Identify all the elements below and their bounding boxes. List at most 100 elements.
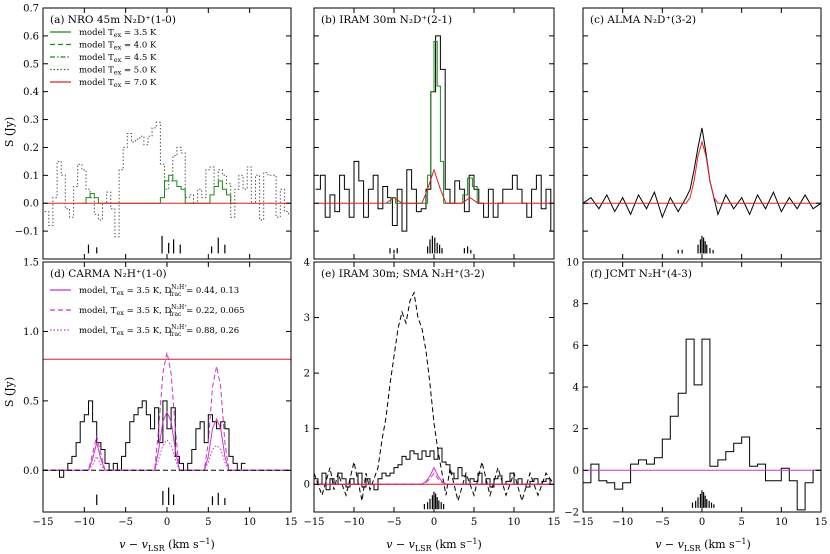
axes-frame-c xyxy=(582,7,822,260)
x-tick-label: −15 xyxy=(572,517,593,528)
series-e-0 xyxy=(314,447,554,491)
y-tick-label: 1.5 xyxy=(23,258,39,269)
y-tick-label: 4 xyxy=(573,383,579,394)
panel-c: (c) ALMA N₂D⁺(3-2) xyxy=(582,7,822,260)
xlabel-sup: −1 xyxy=(466,537,478,546)
series-e-1 xyxy=(314,290,554,503)
plot-area-c xyxy=(583,127,821,254)
plot-area-e xyxy=(314,290,554,510)
x-tick-label: −5 xyxy=(387,517,402,528)
xlabel-sup: −1 xyxy=(199,537,211,546)
plot-area-b xyxy=(314,35,554,254)
svg-text:v − vLSR (km s−1): v − vLSR (km s−1) xyxy=(655,537,751,553)
axes-frame-d xyxy=(42,261,292,513)
y-tick-label: 0.4 xyxy=(23,87,39,98)
series-f-0 xyxy=(583,338,821,511)
x-tick-label: −15 xyxy=(303,517,324,528)
x-tick-label: 10 xyxy=(508,517,521,528)
legend-label: model Tex = 4.0 K xyxy=(79,41,157,52)
panel-title-c: (c) ALMA N₂D⁺(3-2) xyxy=(590,14,696,26)
panel-title-a: (a) NRO 45m N₂D⁺(1-0) xyxy=(50,14,176,26)
panel-title-d: (d) CARMA N₂H⁺(1-0) xyxy=(50,268,167,280)
plot-area-d xyxy=(43,352,291,506)
xlabel-close: ) xyxy=(211,538,215,551)
series-a-1 xyxy=(81,174,235,204)
x-tick-label: −15 xyxy=(32,517,53,528)
x-tick-label: 5 xyxy=(738,517,744,528)
series-e-3 xyxy=(314,472,554,485)
x-tick-label: 10 xyxy=(243,517,256,528)
y-tick-label: 0.7 xyxy=(23,4,39,15)
panel-title-e: (e) IRAM 30m; SMA N₂H⁺(3-2) xyxy=(321,268,485,280)
legend-label: model Tex = 4.5 K xyxy=(79,53,157,64)
y-tick-label: 0.6 xyxy=(23,31,39,42)
x-tick-label: −10 xyxy=(612,517,633,528)
x-axis-label-d: v − vLSR (km s−1) xyxy=(119,537,215,553)
panel-d: −15 −10 −5 0 5 10 15 0.0 0.5 1.0 1.5 (d) CARMA N₂H⁺… xyxy=(23,258,297,529)
x-axis-label-e: v − vLSR (km s−1) xyxy=(386,537,482,553)
axes-frame-e xyxy=(313,261,555,513)
xlabel-var: v − v xyxy=(386,538,415,551)
y-tick-label: −0.1 xyxy=(15,227,39,238)
x-tick-label: 0 xyxy=(699,517,705,528)
y-tick-label: 6 xyxy=(573,341,579,352)
series-d-0 xyxy=(55,400,246,478)
panels: −0.1 0.0 0.1 0.2 0.3 0.4 0.5 0.6 0.7 (a) NRO 45m … xyxy=(15,4,828,529)
y-axis-label-bottom: S (Jy) xyxy=(3,377,16,407)
xlabel-var: v − v xyxy=(119,538,148,551)
panel-title-b: (b) IRAM 30m N₂D⁺(2-1) xyxy=(321,14,452,26)
xlabel-units: (km s xyxy=(432,538,466,551)
xlabel-var: v − v xyxy=(655,538,684,551)
x-tick-label: 10 xyxy=(775,517,788,528)
series-c-1 xyxy=(583,140,821,204)
x-tick-label: −5 xyxy=(118,517,133,528)
axes-frame-f xyxy=(582,261,822,513)
series-d-1 xyxy=(43,410,291,471)
series-b-1 xyxy=(386,41,482,204)
panel-f: −15 −10 −5 0 5 10 15 −2 0 2 4 6 8 10 (f) JCMT N₂H⁺(4-3… xyxy=(564,258,827,529)
y-tick-label: −2 xyxy=(564,508,579,519)
panel-e: −15 −10 −5 0 5 10 15 0 1 2 3 4 (e) IRAM 30m; SMA N₂H… xyxy=(303,258,560,529)
legend-label: model Tex = 5.0 K xyxy=(79,66,157,77)
legend-label: model Tex = 7.0 K xyxy=(79,78,157,89)
xlabel-close: ) xyxy=(747,538,751,551)
series-c-0 xyxy=(583,127,821,219)
panel-a: −0.1 0.0 0.1 0.2 0.3 0.4 0.5 0.6 0.7 (a) NRO 45m … xyxy=(15,4,292,260)
y-tick-label: 0.1 xyxy=(23,171,39,182)
y-tick-label: 0.5 xyxy=(23,59,39,70)
xlabel-sub: LSR xyxy=(148,544,166,553)
y-tick-label: 0.5 xyxy=(23,396,39,407)
xlabel-sub: LSR xyxy=(415,544,433,553)
xlabel-close: ) xyxy=(478,538,482,551)
y-tick-label: 1.0 xyxy=(23,327,39,338)
legend-label: model, Tex = 3.5 K, DN₂H⁺ frac = 0.88, 0.… xyxy=(79,324,239,338)
y-tick-label: 2 xyxy=(573,424,579,435)
x-tick-label: −10 xyxy=(74,517,95,528)
xlabel-sup: −1 xyxy=(735,537,747,546)
legend-label: model, Tex = 3.5 K, DN₂H⁺ frac = 0.22, 0.… xyxy=(79,304,245,318)
y-tick-label: 2 xyxy=(304,369,310,380)
panel-b: (b) IRAM 30m N₂D⁺(2-1) xyxy=(313,7,555,260)
y-tick-label: 0.0 xyxy=(23,466,39,477)
plot-area-a xyxy=(43,121,291,254)
x-tick-label: 5 xyxy=(471,517,477,528)
x-tick-label: 5 xyxy=(205,517,211,528)
series-b-2 xyxy=(314,168,554,204)
legend-label: model, Tex = 3.5 K, DN₂H⁺ frac = 0.44, 0.… xyxy=(79,284,239,298)
y-tick-label: 3 xyxy=(304,313,310,324)
y-axis-label-top: S (Jy) xyxy=(3,117,16,147)
xlabel-units: (km s xyxy=(701,538,735,551)
plot-area-f xyxy=(583,338,821,511)
series-d-2 xyxy=(43,352,291,471)
y-tick-label: 0 xyxy=(304,480,310,491)
xlabel-sub: LSR xyxy=(684,544,702,553)
series-b-0 xyxy=(315,35,554,232)
panel-title-f: (f) JCMT N₂H⁺(4-3) xyxy=(590,268,692,280)
y-tick-label: 10 xyxy=(566,258,579,269)
series-d-3 xyxy=(43,438,291,471)
y-tick-label: 0 xyxy=(573,466,579,477)
y-tick-label: 0.0 xyxy=(23,199,39,210)
x-axis-label-f: v − vLSR (km s−1) xyxy=(655,537,751,553)
